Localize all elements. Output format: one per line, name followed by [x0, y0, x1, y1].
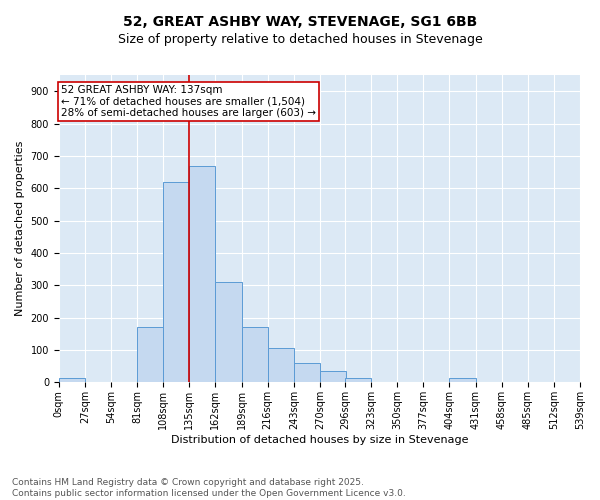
- Bar: [268, 348, 294, 382]
- Bar: [294, 363, 320, 382]
- Bar: [190, 166, 215, 382]
- X-axis label: Distribution of detached houses by size in Stevenage: Distribution of detached houses by size …: [170, 435, 468, 445]
- Bar: [215, 282, 242, 382]
- Text: Contains HM Land Registry data © Crown copyright and database right 2025.
Contai: Contains HM Land Registry data © Crown c…: [12, 478, 406, 498]
- Y-axis label: Number of detached properties: Number of detached properties: [15, 141, 25, 316]
- Text: 52 GREAT ASHBY WAY: 137sqm
← 71% of detached houses are smaller (1,504)
28% of s: 52 GREAT ASHBY WAY: 137sqm ← 71% of deta…: [61, 84, 316, 118]
- Bar: [242, 328, 268, 382]
- Text: 52, GREAT ASHBY WAY, STEVENAGE, SG1 6BB: 52, GREAT ASHBY WAY, STEVENAGE, SG1 6BB: [123, 15, 477, 29]
- Bar: [137, 328, 163, 382]
- Bar: [320, 371, 346, 382]
- Bar: [163, 182, 190, 382]
- Text: Size of property relative to detached houses in Stevenage: Size of property relative to detached ho…: [118, 32, 482, 46]
- Bar: [449, 378, 476, 382]
- Bar: [59, 378, 85, 382]
- Bar: [345, 378, 371, 382]
